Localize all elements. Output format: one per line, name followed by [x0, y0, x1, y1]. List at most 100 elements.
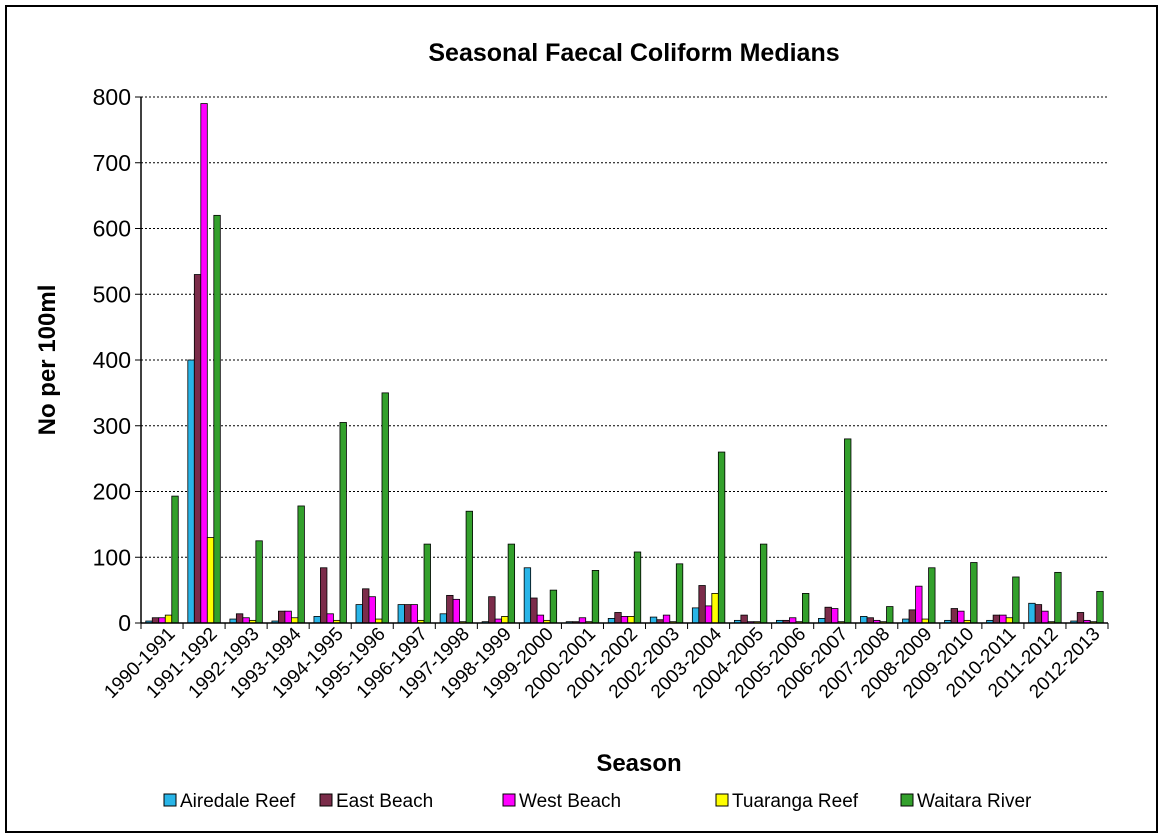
bar	[355, 604, 363, 624]
bar	[627, 616, 635, 624]
bar	[633, 551, 642, 624]
bar	[759, 543, 768, 624]
bar	[1012, 576, 1020, 624]
bar	[789, 617, 797, 624]
y-tick-label: 700	[93, 150, 131, 176]
bar	[970, 562, 978, 624]
bar	[662, 614, 671, 624]
bar	[381, 392, 389, 624]
legend-swatch	[319, 793, 333, 807]
bar	[1076, 612, 1085, 624]
axes	[135, 96, 1109, 629]
bars	[145, 103, 1104, 624]
bar	[1005, 617, 1014, 624]
bar	[578, 617, 587, 624]
bar	[620, 616, 629, 624]
bar	[326, 613, 334, 624]
bar	[193, 274, 202, 624]
bar	[368, 596, 376, 624]
bar	[171, 495, 179, 624]
bar	[313, 616, 321, 624]
bar	[698, 585, 706, 624]
bar	[423, 543, 431, 624]
bar	[831, 608, 839, 624]
bar	[928, 567, 936, 624]
bar	[866, 617, 874, 624]
bar	[740, 614, 748, 624]
bar	[860, 616, 868, 624]
bar	[200, 103, 208, 624]
legend-swatch	[715, 793, 729, 807]
bar	[235, 613, 244, 624]
legend-label: Waitara River	[917, 791, 1032, 812]
bar	[649, 616, 658, 624]
bar	[950, 608, 958, 624]
bar	[915, 585, 923, 624]
legend-swatch	[900, 793, 914, 807]
bar	[439, 613, 447, 624]
bar	[536, 614, 545, 624]
bar	[501, 616, 509, 624]
y-tick-label: 600	[93, 216, 131, 242]
legend-swatch	[163, 793, 177, 807]
bar	[362, 588, 370, 624]
gridlines	[141, 96, 1108, 558]
bar	[844, 438, 852, 624]
bar	[704, 605, 713, 624]
chart-title: Seasonal Faecal Coliform Medians	[428, 39, 839, 67]
bar	[278, 610, 286, 624]
legend-label: West Beach	[519, 791, 621, 812]
legend-label: Tuaranga Reef	[732, 791, 859, 812]
bar	[591, 570, 600, 624]
x-tick-labels: 1990-19911991-19921992-19931993-19941994…	[100, 623, 1104, 702]
bar	[284, 610, 292, 624]
legend-swatch	[502, 793, 516, 807]
bar	[255, 540, 263, 624]
bar	[908, 609, 916, 624]
y-tick-labels: 0 100 200 300 400 500 600 700 800	[93, 84, 131, 636]
bar	[320, 567, 328, 624]
legend-label: East Beach	[336, 791, 433, 812]
bar	[1096, 591, 1104, 624]
legend-label: Airedale Reef	[180, 791, 296, 812]
bar	[711, 593, 719, 624]
bar	[1034, 604, 1043, 624]
y-tick-label: 200	[93, 479, 131, 505]
bar	[530, 597, 538, 624]
bar	[187, 359, 195, 624]
bar	[446, 594, 454, 624]
bar	[297, 505, 305, 624]
y-tick-label: 100	[93, 544, 131, 570]
bar	[206, 537, 215, 624]
y-tick-label: 300	[93, 413, 131, 439]
y-axis-title: No per 100ml	[34, 285, 61, 436]
y-tick-label: 0	[118, 610, 131, 636]
x-axis-title: Season	[596, 750, 681, 777]
bar	[291, 617, 299, 624]
y-tick-label: 500	[93, 281, 131, 307]
bar	[691, 607, 700, 624]
bar	[999, 614, 1007, 624]
bar	[992, 614, 1001, 624]
bar	[614, 612, 622, 624]
bar	[523, 567, 532, 624]
bar	[1041, 610, 1049, 624]
bar	[1028, 602, 1036, 624]
bar	[410, 604, 418, 624]
bar	[507, 543, 516, 624]
bar	[802, 593, 810, 624]
bar	[488, 596, 496, 624]
bar	[397, 604, 405, 624]
bar	[404, 604, 412, 624]
bar	[151, 617, 160, 624]
bar	[675, 563, 684, 624]
bar	[164, 614, 173, 624]
bar	[242, 617, 250, 624]
y-tick-label: 400	[93, 347, 131, 373]
bar	[824, 606, 832, 624]
bar	[717, 451, 726, 624]
bar	[158, 617, 166, 624]
bar	[886, 606, 894, 624]
bar	[1054, 571, 1062, 624]
